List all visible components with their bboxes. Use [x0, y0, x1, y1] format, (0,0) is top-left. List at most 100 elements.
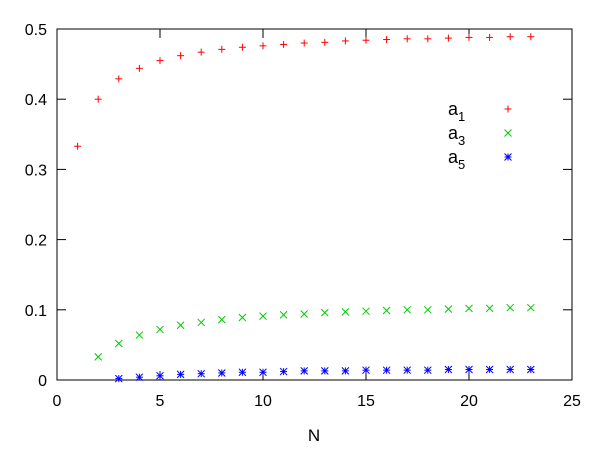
x-tick-label: 20	[460, 393, 478, 410]
data-point	[115, 75, 123, 83]
legend-label-base: a	[448, 147, 459, 167]
data-point	[382, 306, 391, 315]
data-point	[403, 366, 412, 375]
data-point	[238, 313, 247, 322]
data-point	[279, 310, 288, 319]
data-point	[465, 304, 473, 313]
data-point	[238, 43, 246, 51]
data-point	[218, 45, 226, 53]
data-point	[506, 303, 515, 312]
legend-label-base: a	[448, 99, 459, 119]
data-point	[320, 308, 329, 317]
legend-label-subscript: 3	[458, 133, 465, 148]
data-point	[526, 303, 535, 312]
data-point	[259, 42, 267, 50]
data-point	[114, 374, 123, 383]
x-tick-label: 25	[563, 393, 581, 410]
data-point	[485, 304, 494, 313]
data-point	[156, 371, 164, 380]
data-point	[197, 318, 206, 327]
data-point	[362, 366, 370, 375]
x-tick-label: 10	[254, 393, 272, 410]
data-point	[320, 367, 329, 375]
data-point	[423, 305, 432, 314]
data-point	[424, 35, 432, 43]
data-point	[444, 365, 453, 374]
legend-label-base: a	[448, 123, 459, 143]
data-point	[94, 352, 103, 361]
data-point	[403, 305, 412, 314]
data-point	[259, 312, 267, 320]
x-tick-label: 5	[156, 393, 165, 410]
data-point	[135, 331, 144, 339]
y-tick-label: 0.2	[25, 233, 47, 250]
legend-label-a5: a5	[448, 147, 465, 172]
data-point	[280, 40, 288, 48]
data-point	[526, 365, 535, 374]
data-point	[217, 315, 226, 324]
x-tick-label: 0	[53, 393, 62, 410]
data-point	[74, 142, 82, 150]
data-point	[485, 365, 494, 374]
data-point	[217, 369, 226, 377]
data-point	[279, 367, 288, 376]
data-point	[197, 48, 205, 56]
legend-label-a1: a1	[448, 99, 465, 124]
data-point	[300, 39, 308, 47]
y-tick-label: 0.5	[25, 22, 47, 39]
data-point	[423, 366, 432, 375]
data-point	[94, 95, 102, 103]
data-point	[135, 373, 144, 382]
data-point	[341, 367, 350, 375]
data-point	[506, 365, 515, 374]
y-tick-label: 0.1	[25, 303, 47, 320]
data-point	[465, 33, 473, 41]
series-a5	[114, 365, 535, 383]
data-point	[403, 35, 411, 43]
data-point	[197, 369, 206, 378]
data-point	[527, 33, 535, 41]
x-axis-label: N	[308, 426, 320, 445]
legend-label-subscript: 5	[458, 157, 465, 172]
data-point	[444, 305, 453, 313]
y-tick-label: 0.4	[25, 92, 47, 109]
legend-label-a3: a3	[448, 123, 465, 148]
legend-label-subscript: 1	[458, 109, 465, 124]
legend-marker-a3	[504, 129, 512, 137]
data-point	[341, 37, 349, 45]
data-point	[300, 310, 309, 318]
y-tick-label: 0	[38, 373, 47, 390]
legend-marker-a1	[504, 105, 512, 113]
plot-frame	[56, 28, 573, 381]
data-point	[383, 36, 391, 44]
data-point	[486, 33, 494, 41]
y-tick-label: 0.3	[25, 162, 47, 179]
data-series	[74, 33, 535, 383]
series-a3	[94, 303, 535, 361]
data-point	[259, 368, 267, 377]
data-point	[176, 370, 185, 379]
data-point	[362, 307, 370, 316]
data-point	[156, 57, 164, 65]
data-point	[156, 325, 164, 334]
data-point	[114, 339, 123, 348]
data-point	[300, 367, 309, 375]
data-point	[506, 33, 514, 41]
x-tick-label: 15	[357, 393, 375, 410]
data-point	[444, 34, 452, 42]
data-point	[465, 365, 473, 374]
data-point	[177, 52, 185, 60]
data-point	[135, 64, 143, 72]
data-point	[176, 321, 185, 330]
data-point	[321, 38, 329, 46]
data-point	[238, 368, 247, 377]
legend-marker-a5	[504, 153, 512, 161]
series-a1	[74, 33, 535, 150]
data-point	[341, 308, 350, 316]
data-point	[382, 366, 391, 375]
data-point	[362, 36, 370, 44]
